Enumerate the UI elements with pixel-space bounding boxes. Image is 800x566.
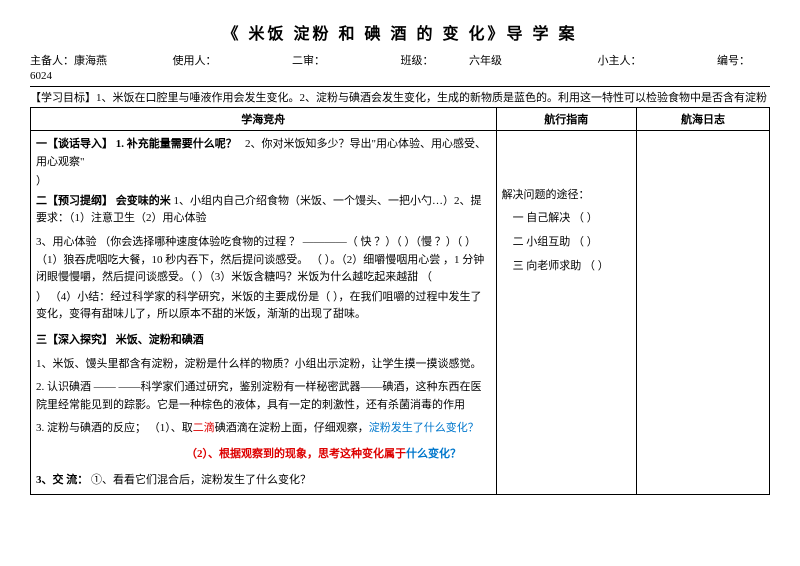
- section4-p4a: （2）、根据观察到的现象，思考这种变化属于: [186, 448, 406, 460]
- section5-p: ①、看看它们混合后，淀粉发生了什么变化？: [91, 474, 311, 486]
- header-col3: 航海日志: [636, 108, 769, 131]
- meta-row: 主备人：康海燕 使用人： 二审： 班级： 六年级 小主人： 编号：: [30, 52, 770, 68]
- review-label: 二审：: [292, 52, 325, 68]
- leader-label: 小主人：: [598, 52, 642, 68]
- header-col1: 学海竞舟: [31, 108, 497, 131]
- section4-p3-red: 二滴: [193, 422, 215, 434]
- section4-p3a: 3. 淀粉与碘酒的反应； （1）、取: [36, 422, 193, 434]
- code-row: 6024: [30, 70, 770, 82]
- section4-p1: 1、米饭、馒头里都含有淀粉，淀粉是什么样的物质？小组出示淀粉，让学生摸一摸谈感觉…: [36, 356, 491, 374]
- section4-p3b: 碘酒滴在淀粉上面，仔细观察，: [215, 422, 369, 434]
- guide-g2: 一 自己解决 （ ）: [502, 209, 631, 229]
- page-title: 《 米饭 淀粉 和 碘 酒 的 变 化》导 学 案: [30, 20, 770, 44]
- goal-line: 【学习目标】1、米饭在口腔里与唾液作用会发生变化。2、淀粉与碘酒会发生变化，生成…: [30, 86, 770, 105]
- code-value: 6024: [30, 70, 52, 82]
- code-label: 编号：: [717, 52, 750, 68]
- section5-head: 3、交 流：: [36, 474, 88, 486]
- section3-p1: 3、用心体验 （你会选择哪种速度体验吃食物的过程 ？ ————（ 快 ？）（ ）…: [36, 234, 491, 287]
- guide-g3: 二 小组互助 （ ）: [502, 233, 631, 253]
- section1-q1: 1. 补充能量需要什么呢？: [116, 138, 237, 150]
- guide-cell: 解决问题的途径： 一 自己解决 （ ） 二 小组互助 （ ） 三 向老师求助 （…: [496, 131, 636, 495]
- closing-paren: ）: [36, 173, 491, 191]
- class-label: 班级：: [401, 52, 434, 68]
- section2-head: 二【预习提纲】: [36, 195, 113, 207]
- grade: 六年级: [469, 52, 502, 68]
- section4-p2: 2. 认识碘酒 —— ——科学家们通过研究，鉴别淀粉有一样秘密武器——碘酒，这种…: [36, 379, 491, 414]
- goal-text: 1、米饭在口腔里与唾液作用会发生变化。2、淀粉与碘酒会发生变化，生成的新物质是蓝…: [96, 92, 767, 104]
- section3-p2: ） （4）小结：经过科学家的科学研究，米饭的主要成份是（ ），在我们咀嚼的过程中…: [36, 289, 491, 324]
- guide-g1: 解决问题的途径：: [502, 186, 631, 206]
- content-cell: 一【谈话导入】 1. 补充能量需要什么呢？ 2、你对米饭知多少？导出"用心体验、…: [31, 131, 497, 495]
- host-label: 主备人：: [30, 52, 74, 68]
- user-label: 使用人：: [173, 52, 217, 68]
- guide-g4: 三 向老师求助 （ ）: [502, 257, 631, 277]
- host-name: 康海燕: [74, 52, 107, 68]
- main-table: 学海竞舟 航行指南 航海日志 一【谈话导入】 1. 补充能量需要什么呢？ 2、你…: [30, 107, 770, 495]
- goal-label: 【学习目标】: [30, 92, 96, 104]
- log-cell: [636, 131, 769, 495]
- section4-title: 米饭、淀粉和碘酒: [116, 334, 204, 346]
- section4-head: 三【深入探究】: [36, 334, 113, 346]
- section1-head: 一【谈话导入】: [36, 138, 113, 150]
- section4-p3-blue: 淀粉发生了什么变化？: [369, 422, 479, 434]
- section2-title: 会变味的米: [116, 195, 171, 207]
- header-col2: 航行指南: [496, 108, 636, 131]
- section4-p4b: 什么变化？: [406, 448, 461, 460]
